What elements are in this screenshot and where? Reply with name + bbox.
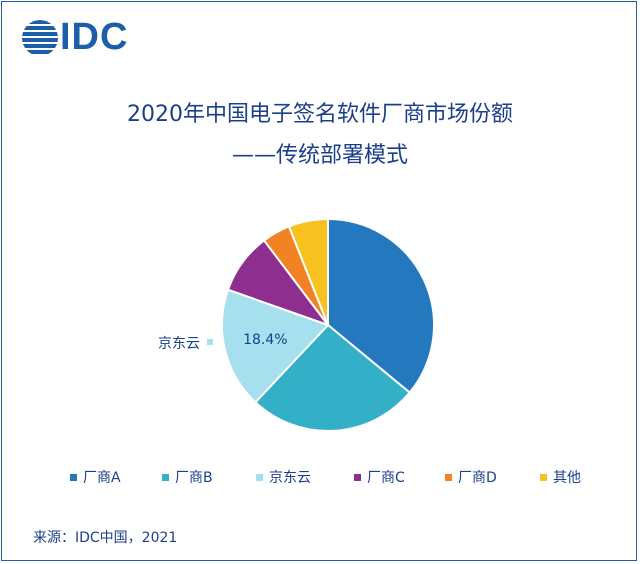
legend-item: 厂商A xyxy=(70,467,121,487)
legend-label: 京东云 xyxy=(269,470,311,486)
legend-item: 京东云 xyxy=(256,467,311,487)
legend-swatch xyxy=(540,473,547,481)
idc-logo xyxy=(20,18,140,62)
legend: 厂商A 厂商B 京东云 厂商C 厂商D 其他 xyxy=(70,467,630,491)
legend-swatch xyxy=(354,473,361,481)
chart-title: 2020年中国电子签名软件厂商市场份额 xyxy=(127,102,513,127)
pie-slice-0 xyxy=(327,217,435,394)
pie-slice-5 xyxy=(287,217,329,326)
legend-swatch xyxy=(162,473,169,481)
callout-swatch xyxy=(207,339,213,345)
legend-swatch xyxy=(70,473,77,481)
legend-label: 厂商A xyxy=(83,470,121,486)
chart-subtitle: ——传统部署模式 xyxy=(231,143,408,168)
legend-label: 其他 xyxy=(553,470,581,486)
legend-item: 厂商B xyxy=(162,467,213,487)
legend-label: 厂商C xyxy=(367,470,405,486)
legend-label: 厂商B xyxy=(175,470,213,486)
pie-slice-2 xyxy=(221,288,330,404)
logo-text: IDC xyxy=(60,16,129,58)
legend-label: 厂商D xyxy=(458,470,497,486)
globe-icon xyxy=(22,20,58,54)
legend-swatch xyxy=(445,473,452,481)
source-note: 来源：IDC中国，2021 xyxy=(33,530,178,546)
legend-swatch xyxy=(256,473,263,481)
callout-label: 京东云 xyxy=(158,336,200,352)
legend-item: 厂商D xyxy=(445,467,497,487)
legend-item: 厂商C xyxy=(354,467,405,487)
pie-slice-1 xyxy=(254,323,412,432)
slice-data-label: 18.4% xyxy=(243,332,287,348)
legend-item: 其他 xyxy=(540,467,581,487)
